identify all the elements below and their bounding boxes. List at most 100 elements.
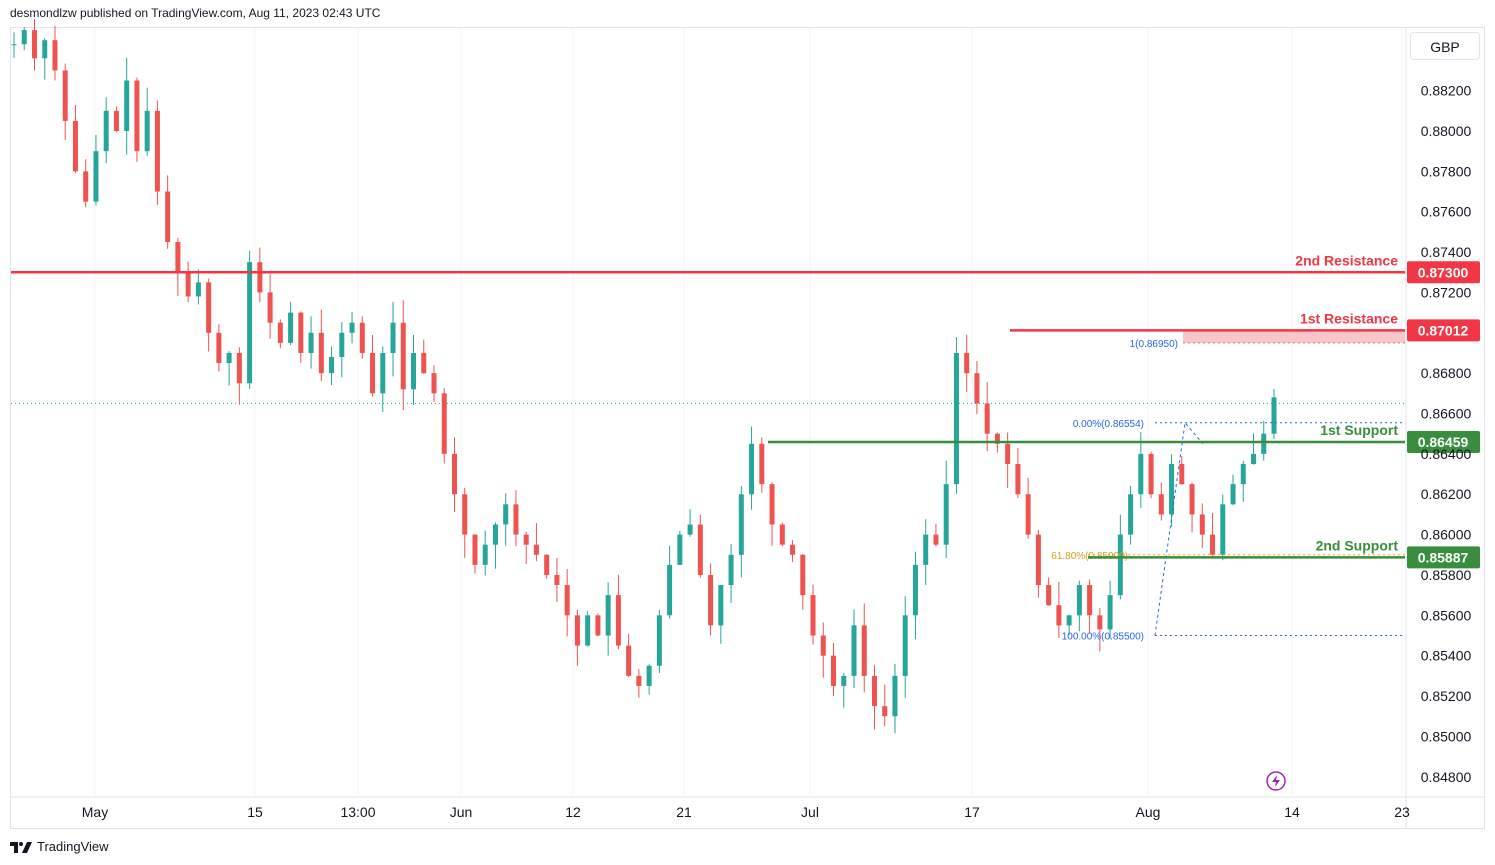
candle [226,351,232,386]
candle [144,87,150,156]
candle [779,522,785,547]
candle [1097,607,1103,652]
candle [52,25,58,81]
candle [411,334,417,405]
candle [871,664,877,730]
candle [441,388,447,464]
candle [11,32,17,58]
candle [431,365,437,402]
candle [912,551,918,640]
candle [1046,577,1052,606]
time-tick-label: 12 [565,804,581,820]
candle [697,514,703,578]
price-tick-label: 0.84800 [1421,769,1472,785]
candle [1148,451,1154,499]
candle [349,311,355,344]
candle [544,554,550,579]
candle [523,531,529,564]
candle [513,490,519,546]
price-axis: 0.88200 0.88000 0.87800 0.87600 0.87400 0.872… [1421,83,1472,785]
candle [892,663,898,734]
level-label: 2nd Support [1316,537,1399,553]
candle [1240,460,1246,502]
candle [492,522,498,569]
price-tick-label: 0.87800 [1421,163,1472,179]
candle [626,633,632,678]
candle [1015,448,1021,498]
candle [738,486,744,578]
candle [62,63,68,140]
candle [298,311,304,363]
svg-text:0.86459: 0.86459 [1418,434,1469,450]
candle [759,437,765,493]
candle [708,563,714,636]
candle [851,609,857,688]
candle [769,482,775,546]
price-tick-label: 0.88200 [1421,83,1472,99]
candle [667,545,673,619]
candle [574,609,580,666]
candle [831,642,837,697]
currency-button[interactable]: GBP [1410,32,1480,60]
publisher-caption: desmondlzw published on TradingView.com,… [10,6,381,20]
chart-frame[interactable] [10,27,1485,829]
price-tick-label: 0.87600 [1421,204,1472,220]
time-tick-label: 23 [1394,804,1410,820]
candle [359,316,365,359]
candle [605,582,611,656]
tradingview-footer: TradingView [10,839,109,854]
candle [400,300,406,411]
candle [728,543,734,603]
fib-label: 0.00%(0.86554) [1073,419,1144,430]
candle [882,684,888,727]
candle [216,324,222,372]
candle [554,557,560,602]
candle [943,460,949,559]
candle [21,27,27,51]
candle [933,523,939,547]
price-tick-label: 0.86400 [1421,446,1472,462]
candle [861,603,867,693]
candle [1087,579,1093,634]
candle [42,38,48,80]
candle [923,519,929,585]
candle [1056,581,1062,638]
candle [113,106,119,133]
price-tick-label: 0.85400 [1421,648,1472,664]
candle [308,316,314,369]
tradingview-logo-icon [10,841,32,853]
candle [72,104,78,174]
candle [390,301,396,377]
candles [11,19,1277,734]
candle [339,322,345,378]
price-tick-label: 0.87400 [1421,244,1472,260]
candle [749,426,755,510]
candle [124,57,130,155]
candle [472,534,478,574]
time-tick-label: Jun [450,804,473,820]
candle [462,487,468,558]
resistance-zone [1183,330,1405,343]
chart-overlays: 1(0.86950)0.00%(0.86554)61.80%(0.85900)1… [11,252,1480,643]
candle [236,347,242,405]
candle [1076,580,1082,632]
candle [1189,482,1195,533]
price-tick-label: 0.86000 [1421,527,1472,543]
time-tick-label: 14 [1284,804,1300,820]
candle [134,77,140,162]
level-label: 1st Resistance [1300,310,1398,326]
candle [800,554,806,610]
price-tick-label: 0.85600 [1421,607,1472,623]
level-label: 2nd Resistance [1295,252,1398,268]
candle [1066,614,1072,635]
chart-grid [11,28,1484,828]
candle [93,134,99,206]
tradingview-brand: TradingView [37,839,109,854]
candle [585,611,591,647]
fib-label: 1(0.86950) [1130,339,1178,350]
candle [677,530,683,565]
candle [195,269,201,305]
candle [902,596,908,699]
candle [165,175,171,249]
